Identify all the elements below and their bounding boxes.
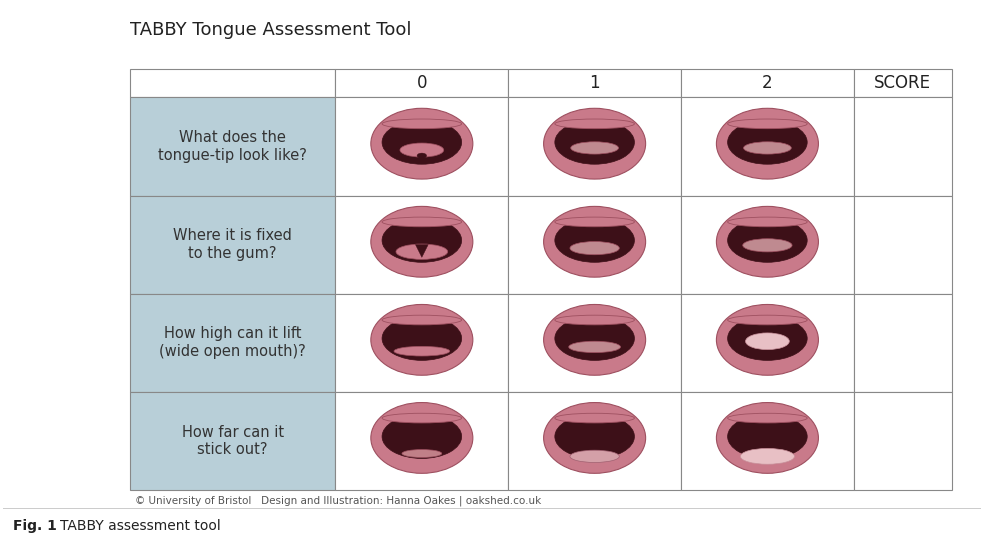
Ellipse shape — [727, 119, 807, 129]
Ellipse shape — [555, 120, 635, 164]
Bar — [336, 97, 508, 196]
Bar — [681, 293, 854, 392]
Bar — [130, 293, 336, 392]
Bar — [854, 97, 952, 196]
Ellipse shape — [555, 413, 635, 423]
Polygon shape — [415, 245, 428, 257]
Bar — [508, 69, 681, 97]
Ellipse shape — [382, 120, 461, 164]
Bar — [130, 392, 336, 490]
Ellipse shape — [716, 108, 819, 179]
Text: © University of Bristol   Design and Illustration: Hanna Oakes | oakshed.co.uk: © University of Bristol Design and Illus… — [135, 496, 541, 506]
Ellipse shape — [543, 402, 646, 473]
Bar — [336, 196, 508, 293]
Bar — [854, 69, 952, 97]
Ellipse shape — [727, 217, 807, 227]
Ellipse shape — [727, 316, 807, 361]
Ellipse shape — [570, 450, 619, 462]
Ellipse shape — [396, 244, 448, 259]
Bar — [130, 97, 336, 196]
Text: 2: 2 — [762, 74, 772, 92]
Ellipse shape — [740, 448, 794, 464]
Text: Fig. 1: Fig. 1 — [13, 519, 61, 533]
Ellipse shape — [400, 143, 444, 157]
Ellipse shape — [555, 316, 635, 361]
Ellipse shape — [543, 305, 646, 375]
Bar — [508, 293, 681, 392]
Ellipse shape — [746, 333, 789, 349]
Ellipse shape — [394, 347, 450, 356]
Ellipse shape — [417, 153, 427, 158]
Ellipse shape — [555, 219, 635, 262]
Text: How far can it
stick out?: How far can it stick out? — [182, 425, 283, 457]
Text: TABBY assessment tool: TABBY assessment tool — [59, 519, 220, 533]
Ellipse shape — [543, 206, 646, 277]
Text: 0: 0 — [416, 74, 427, 92]
Ellipse shape — [371, 402, 473, 473]
Ellipse shape — [382, 119, 461, 129]
Bar — [130, 196, 336, 293]
Ellipse shape — [555, 315, 635, 325]
Bar — [508, 196, 681, 293]
Ellipse shape — [555, 415, 635, 458]
Ellipse shape — [570, 241, 619, 255]
Ellipse shape — [727, 219, 807, 262]
Ellipse shape — [744, 142, 791, 154]
Bar — [681, 392, 854, 490]
Ellipse shape — [382, 415, 461, 458]
Ellipse shape — [371, 108, 473, 179]
Ellipse shape — [727, 315, 807, 325]
Ellipse shape — [382, 316, 461, 361]
Bar — [336, 69, 508, 97]
Ellipse shape — [716, 206, 819, 277]
Ellipse shape — [371, 206, 473, 277]
Bar — [854, 392, 952, 490]
Bar — [336, 392, 508, 490]
Ellipse shape — [555, 119, 635, 129]
Bar — [681, 69, 854, 97]
Bar — [854, 293, 952, 392]
Text: TABBY Tongue Assessment Tool: TABBY Tongue Assessment Tool — [130, 21, 411, 39]
Ellipse shape — [382, 217, 461, 227]
Bar — [508, 392, 681, 490]
Ellipse shape — [727, 415, 807, 458]
Text: 1: 1 — [589, 74, 600, 92]
Ellipse shape — [571, 142, 619, 154]
Ellipse shape — [555, 217, 635, 227]
Bar — [681, 196, 854, 293]
Ellipse shape — [371, 305, 473, 375]
Ellipse shape — [543, 108, 646, 179]
Bar — [3, 508, 981, 509]
Ellipse shape — [382, 219, 461, 262]
Text: What does the
tongue-tip look like?: What does the tongue-tip look like? — [158, 130, 307, 163]
Bar — [681, 97, 854, 196]
Text: Where it is fixed
to the gum?: Where it is fixed to the gum? — [173, 229, 292, 261]
Ellipse shape — [382, 315, 461, 325]
Ellipse shape — [382, 413, 461, 423]
Ellipse shape — [401, 449, 442, 457]
Ellipse shape — [716, 402, 819, 473]
Bar — [336, 293, 508, 392]
Ellipse shape — [716, 305, 819, 375]
Text: How high can it lift
(wide open mouth)?: How high can it lift (wide open mouth)? — [159, 326, 306, 359]
Bar — [854, 196, 952, 293]
Ellipse shape — [743, 239, 792, 252]
Bar — [508, 97, 681, 196]
Bar — [130, 69, 336, 97]
Text: SCORE: SCORE — [875, 74, 931, 92]
Ellipse shape — [569, 341, 621, 353]
Ellipse shape — [727, 413, 807, 423]
Ellipse shape — [727, 120, 807, 164]
